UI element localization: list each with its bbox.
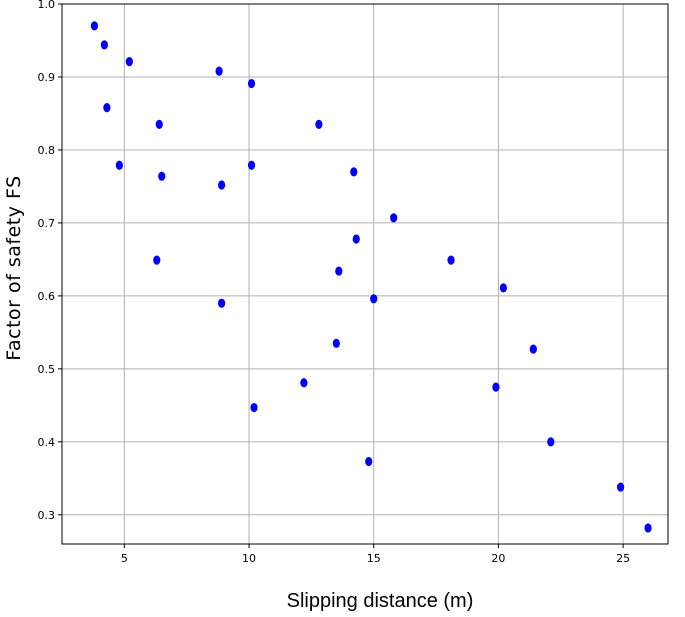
- y-tick-label: 0.7: [38, 217, 56, 230]
- y-tick-label: 0.6: [38, 290, 56, 303]
- data-point: [332, 338, 340, 348]
- y-tick-label: 1.0: [38, 0, 56, 11]
- plot-area-frame: [61, 3, 669, 545]
- data-point: [300, 378, 308, 388]
- data-point: [547, 437, 555, 447]
- y-tick-label: 0.9: [38, 71, 56, 84]
- y-tick-label: 0.3: [38, 509, 56, 522]
- data-point: [492, 382, 500, 392]
- data-point: [390, 213, 398, 223]
- data-point: [215, 66, 223, 76]
- y-tick-label: 0.4: [38, 436, 56, 449]
- data-point: [315, 119, 323, 130]
- data-point: [218, 298, 226, 308]
- data-points: [90, 21, 652, 533]
- data-point: [365, 456, 373, 467]
- data-point: [644, 523, 652, 533]
- data-point: [153, 255, 161, 265]
- data-point: [617, 482, 625, 492]
- grid: [62, 4, 668, 544]
- data-point: [447, 255, 455, 265]
- data-point: [499, 283, 508, 293]
- x-tick-label: 10: [242, 552, 256, 565]
- data-point: [125, 57, 133, 67]
- data-point: [370, 294, 378, 304]
- y-axis-title: Factor of safety FS: [3, 175, 25, 360]
- x-tick-label: 15: [367, 552, 381, 565]
- data-point: [103, 103, 111, 113]
- x-tick-label: 5: [121, 552, 128, 565]
- x-axis-title: Slipping distance (m): [287, 590, 474, 612]
- data-point: [247, 160, 256, 170]
- data-point: [158, 171, 166, 181]
- data-point: [352, 234, 360, 244]
- x-tick-label: 20: [491, 552, 505, 565]
- data-point: [250, 402, 258, 413]
- data-point: [247, 78, 256, 89]
- data-point: [90, 21, 99, 31]
- y-tick-label: 0.5: [38, 363, 56, 376]
- data-point: [335, 266, 343, 276]
- y-tick-label: 0.8: [38, 144, 56, 157]
- data-point: [529, 344, 537, 354]
- data-point: [155, 119, 163, 130]
- x-tick-label: 25: [616, 552, 630, 565]
- data-point: [218, 180, 226, 190]
- data-point: [350, 167, 358, 177]
- axis-ticks: 5 10 15 20 25 0.3 0.4 0.5 0.6 0.7 0.8 0.9 1.0: [38, 0, 631, 565]
- data-point: [115, 160, 123, 170]
- data-point: [100, 40, 108, 50]
